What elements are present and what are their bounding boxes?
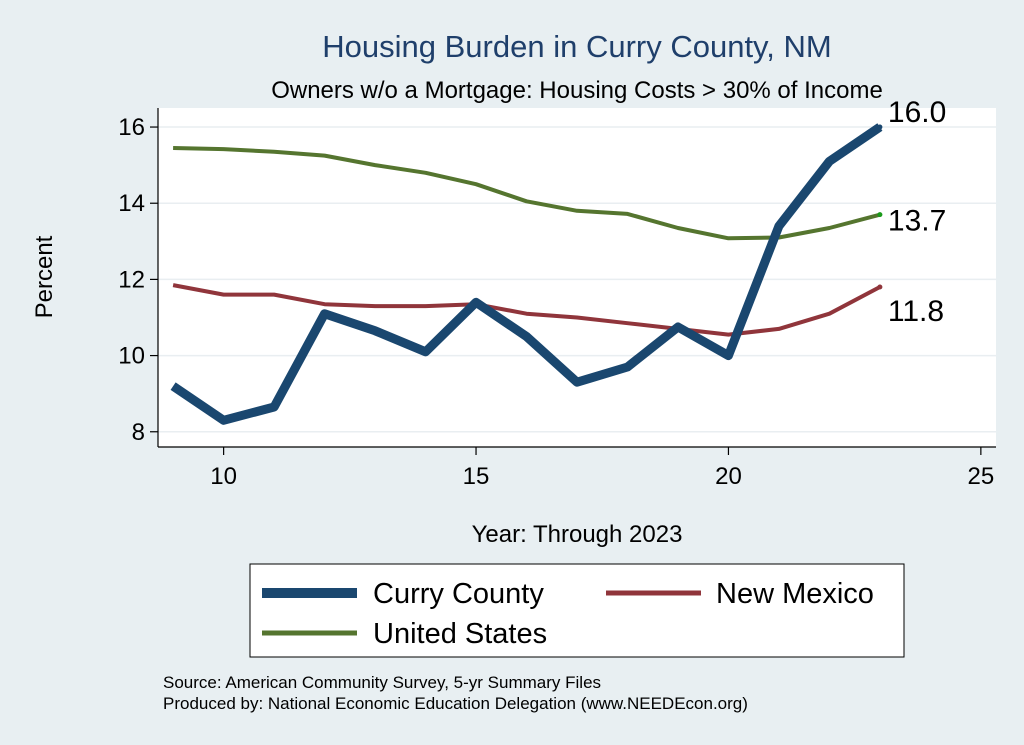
y-tick-label-14: 14	[118, 190, 145, 217]
end-label-new-mexico: 11.8	[888, 295, 944, 328]
y-axis-label: Percent	[31, 235, 58, 318]
series-endpoint-united-states	[877, 212, 883, 218]
series-line-curry-county	[170, 123, 883, 425]
legend-label-new-mexico: New Mexico	[716, 578, 874, 610]
series-endpoint-curry-county	[877, 124, 883, 130]
x-tick-label-10: 10	[210, 463, 237, 490]
producer-note: Produced by: National Economic Education…	[163, 694, 748, 713]
legend-label-united-states: United States	[373, 618, 547, 650]
series-line-united-states	[173, 146, 881, 241]
axes	[157, 108, 996, 448]
plot-area	[158, 108, 996, 447]
legend-box	[249, 563, 905, 658]
series-endpoint-new-mexico	[877, 284, 883, 290]
legend-label-curry-county: Curry County	[373, 578, 544, 610]
chart-title: Housing Burden in Curry County, NM	[322, 29, 831, 64]
series-group	[170, 123, 883, 425]
y-tick-label-10: 10	[118, 343, 145, 370]
x-tick-label-25: 25	[968, 463, 995, 490]
end-labels: 11.8 13.7 16.0	[888, 96, 946, 328]
end-label-curry-county: 16.0	[888, 96, 946, 129]
y-tick-label-8: 8	[132, 419, 145, 446]
x-tick-label-20: 20	[715, 463, 742, 490]
source-note: Source: American Community Survey, 5-yr …	[163, 673, 601, 692]
series-line-new-mexico	[172, 283, 881, 337]
x-axis-label: Year: Through 2023	[472, 521, 683, 548]
legend: Curry County New Mexico United States	[249, 563, 905, 658]
y-ticks: 8 10 12 14 16	[118, 114, 158, 446]
x-tick-label-15: 15	[463, 463, 490, 490]
chart-subtitle: Owners w/o a Mortgage: Housing Costs > 3…	[271, 77, 883, 104]
x-ticks: 10 15 20 25	[210, 447, 994, 490]
y-tick-label-12: 12	[118, 266, 145, 293]
y-tick-label-16: 16	[118, 114, 145, 141]
end-label-united-states: 13.7	[888, 205, 946, 238]
